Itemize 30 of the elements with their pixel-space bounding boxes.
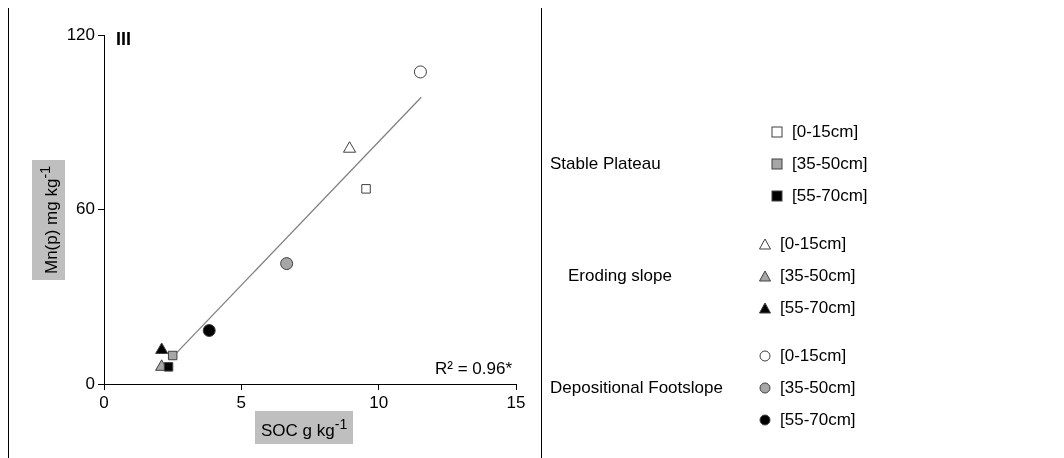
point bbox=[280, 257, 294, 271]
annotation: III bbox=[116, 28, 132, 49]
point bbox=[413, 65, 427, 79]
legend-label: [0-15cm] bbox=[792, 122, 859, 142]
legend-label: [55-70cm] bbox=[792, 186, 868, 206]
point bbox=[361, 184, 371, 194]
point bbox=[155, 342, 169, 354]
x-axis-title: SOC g kg$^{-1}$ bbox=[255, 411, 354, 444]
y-tick-label: 0 bbox=[85, 373, 95, 393]
y-tick-label: 60 bbox=[76, 199, 95, 219]
legend-label: [35-50cm] bbox=[780, 266, 856, 286]
point bbox=[202, 323, 216, 337]
legend-label: [35-50cm] bbox=[792, 154, 868, 174]
x-tick-label: 5 bbox=[236, 392, 247, 412]
legend-label: [0-15cm] bbox=[780, 234, 847, 254]
legend-label: [55-70cm] bbox=[780, 410, 856, 430]
x-tick-label: 0 bbox=[99, 392, 109, 412]
annotation: R² = 0.96* bbox=[434, 359, 513, 379]
text: Depositional Footslope bbox=[549, 378, 724, 398]
point bbox=[163, 362, 174, 372]
legend-label: [35-50cm] bbox=[780, 378, 856, 398]
legend-label: [55-70cm] bbox=[780, 298, 856, 318]
text: Eroding slope bbox=[567, 266, 673, 286]
legend-label: [0-15cm] bbox=[780, 346, 847, 366]
text: Stable Plateau bbox=[549, 154, 662, 174]
x-tick-label: 15 bbox=[506, 392, 526, 412]
y-tick-label: 120 bbox=[66, 24, 95, 44]
x-tick-label: 10 bbox=[369, 392, 389, 412]
point bbox=[342, 141, 357, 153]
point bbox=[167, 350, 178, 361]
